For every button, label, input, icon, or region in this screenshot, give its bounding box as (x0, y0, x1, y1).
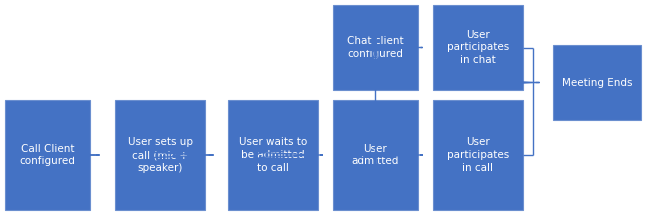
Text: Chat client
configured: Chat client configured (347, 36, 404, 59)
Bar (228, 100, 318, 210)
Bar (433, 5, 523, 90)
Text: User
participates
in chat: User participates in chat (447, 30, 509, 65)
Text: Call Client
configured: Call Client configured (19, 144, 76, 166)
Bar (333, 100, 418, 210)
Bar (333, 5, 418, 90)
Bar (5, 100, 90, 210)
Text: User
participates
in call: User participates in call (447, 137, 509, 173)
Bar (553, 45, 641, 120)
Text: User
admitted: User admitted (352, 144, 399, 166)
Text: User waits to
be admitted
to call: User waits to be admitted to call (239, 137, 307, 173)
Bar (433, 100, 523, 210)
Bar (115, 100, 205, 210)
Text: User sets up
call (mic +
speaker): User sets up call (mic + speaker) (127, 137, 193, 173)
Text: Meeting Ends: Meeting Ends (562, 78, 632, 88)
